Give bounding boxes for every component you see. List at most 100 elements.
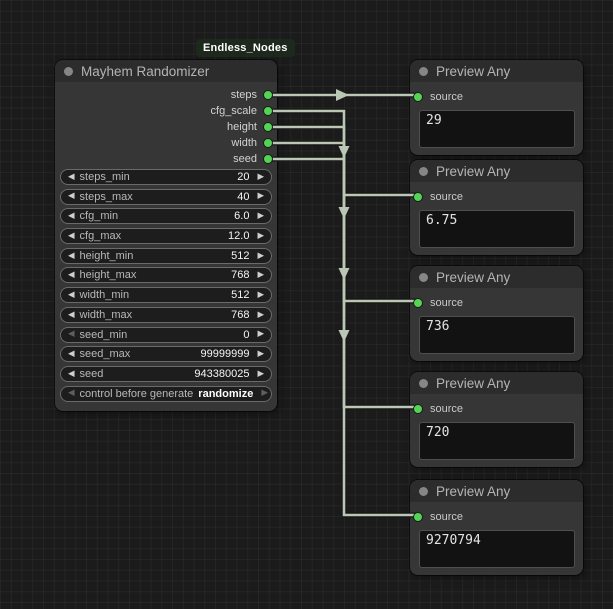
collapse-dot-icon[interactable]	[64, 66, 73, 76]
decrement-icon[interactable]: ◀	[68, 250, 75, 261]
preview-text-box[interactable]: 29	[419, 110, 575, 148]
increment-icon[interactable]: ▶	[257, 250, 264, 261]
node-preview-any-4[interactable]: Preview Any source 720	[410, 372, 583, 467]
collapse-dot-icon[interactable]	[419, 486, 428, 496]
widget-height-min[interactable]: ◀ height_min 512 ▶	[60, 247, 272, 264]
widget-label: steps_max	[79, 190, 133, 203]
output-label: width	[231, 137, 257, 149]
input-port-source[interactable]	[413, 512, 423, 522]
input-label: source	[430, 297, 464, 309]
decrement-icon[interactable]: ◀	[68, 211, 75, 222]
increment-icon[interactable]: ▶	[257, 171, 264, 182]
widget-cfg-max[interactable]: ◀ cfg_max 12.0 ▶	[60, 228, 272, 245]
node-preview-any-2[interactable]: Preview Any source 6.75	[410, 160, 583, 255]
input-label: source	[430, 403, 464, 415]
collapse-dot-icon[interactable]	[419, 378, 428, 388]
output-port-steps[interactable]	[263, 90, 273, 100]
increment-icon[interactable]: ▶	[257, 329, 264, 340]
widget-label: control before generate	[79, 387, 194, 400]
input-port-source[interactable]	[413, 92, 423, 102]
decrement-icon[interactable]: ◀	[68, 329, 75, 340]
widget-cfg-min[interactable]: ◀ cfg_min 6.0 ▶	[60, 208, 272, 225]
output-label: cfg_scale	[210, 105, 257, 117]
wire-arrow-down-icon	[338, 146, 350, 158]
widget-width-min[interactable]: ◀ width_min 512 ▶	[60, 287, 272, 304]
node-title: Preview Any	[436, 269, 511, 285]
node-title-bar[interactable]: Mayhem Randomizer	[55, 60, 277, 82]
decrement-icon[interactable]: ◀	[68, 309, 75, 320]
decrement-icon[interactable]: ◀	[68, 270, 75, 281]
collapse-dot-icon[interactable]	[419, 166, 428, 176]
widget-seed-min[interactable]: ◀ seed_min 0 ▶	[60, 326, 272, 343]
decrement-icon[interactable]: ◀	[68, 230, 75, 241]
output-slot-steps: steps	[55, 87, 277, 103]
node-title-bar[interactable]: Preview Any	[410, 266, 583, 288]
preview-text-box[interactable]: 6.75	[419, 210, 575, 248]
collapse-dot-icon[interactable]	[419, 272, 428, 282]
widget-value: 943380025	[194, 367, 250, 380]
widget-label: height_min	[79, 249, 134, 262]
input-slot-source: source	[413, 191, 583, 203]
widget-list: ◀ steps_min 20 ▶ ◀ steps_max 40 ▶ ◀ cfg_…	[60, 169, 272, 402]
increment-icon[interactable]: ▶	[257, 368, 264, 379]
increment-icon[interactable]: ▶	[257, 309, 264, 320]
widget-value: 6.0	[234, 210, 250, 223]
increment-icon[interactable]: ▶	[261, 388, 268, 399]
widget-value: 0	[243, 328, 250, 341]
output-label: height	[227, 121, 257, 133]
widget-seed[interactable]: ◀ seed 943380025 ▶	[60, 365, 272, 382]
increment-icon[interactable]: ▶	[257, 230, 264, 241]
widget-label: seed	[79, 367, 104, 380]
node-title-bar[interactable]: Preview Any	[410, 60, 583, 82]
output-port-height[interactable]	[263, 122, 273, 132]
widget-value: 40	[237, 190, 250, 203]
input-port-source[interactable]	[413, 192, 423, 202]
node-title: Preview Any	[436, 483, 511, 499]
input-port-source[interactable]	[413, 404, 423, 414]
node-title-bar[interactable]: Preview Any	[410, 372, 583, 394]
preview-text-box[interactable]: 720	[419, 422, 575, 460]
widget-width-max[interactable]: ◀ width_max 768 ▶	[60, 306, 272, 323]
increment-icon[interactable]: ▶	[257, 191, 264, 202]
node-preview-any-5[interactable]: Preview Any source 9270794	[410, 480, 583, 575]
collapse-dot-icon[interactable]	[419, 66, 428, 76]
node-mayhem-randomizer[interactable]: Mayhem Randomizer steps cfg_scale height…	[55, 60, 277, 411]
input-label: source	[430, 191, 464, 203]
increment-icon[interactable]: ▶	[257, 289, 264, 300]
widget-height-max[interactable]: ◀ height_max 768 ▶	[60, 267, 272, 284]
input-port-source[interactable]	[413, 298, 423, 308]
node-title: Preview Any	[436, 63, 511, 79]
output-port-cfg-scale[interactable]	[263, 106, 273, 116]
increment-icon[interactable]: ▶	[257, 211, 264, 222]
wire-arrow-down-icon	[338, 207, 350, 219]
node-preview-any-1[interactable]: Preview Any source 29	[410, 60, 583, 155]
input-slot-source: source	[413, 403, 583, 415]
widget-control-before-generate[interactable]: ◀ control before generate randomize ▶	[60, 385, 272, 402]
widget-seed-max[interactable]: ◀ seed_max 99999999 ▶	[60, 346, 272, 363]
decrement-icon[interactable]: ◀	[68, 171, 75, 182]
widget-steps-min[interactable]: ◀ steps_min 20 ▶	[60, 169, 272, 185]
output-port-width[interactable]	[263, 138, 273, 148]
wire-arrow-right-icon	[336, 89, 349, 101]
widget-value: 12.0	[228, 230, 250, 243]
input-slot-source: source	[413, 91, 583, 103]
widget-label: width_min	[79, 289, 130, 302]
preview-text-box[interactable]: 736	[419, 316, 575, 354]
increment-icon[interactable]: ▶	[257, 270, 264, 281]
node-pack-badge: Endless_Nodes	[196, 39, 295, 57]
preview-text-box[interactable]: 9270794	[419, 530, 575, 568]
input-slot-source: source	[413, 297, 583, 309]
decrement-icon[interactable]: ◀	[68, 368, 75, 379]
decrement-icon[interactable]: ◀	[68, 348, 75, 359]
decrement-icon[interactable]: ◀	[68, 191, 75, 202]
widget-value: 768	[231, 269, 250, 282]
node-preview-any-3[interactable]: Preview Any source 736	[410, 266, 583, 361]
decrement-icon[interactable]: ◀	[68, 289, 75, 300]
decrement-icon[interactable]: ◀	[68, 388, 75, 399]
output-port-seed[interactable]	[263, 154, 273, 164]
increment-icon[interactable]: ▶	[257, 348, 264, 359]
node-title-bar[interactable]: Preview Any	[410, 160, 583, 182]
node-title-bar[interactable]: Preview Any	[410, 480, 583, 502]
output-slot-height: height	[55, 119, 277, 135]
widget-steps-max[interactable]: ◀ steps_max 40 ▶	[60, 188, 272, 205]
